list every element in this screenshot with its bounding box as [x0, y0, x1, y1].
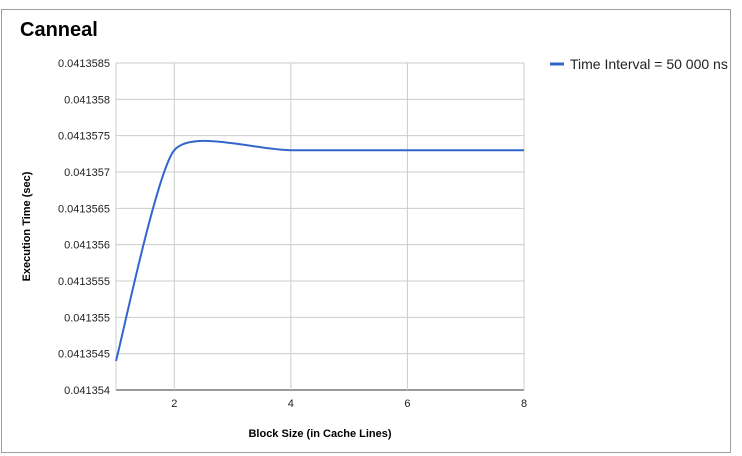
y-tick-label: 0.041354 [64, 385, 110, 397]
y-tick-label: 0.0413545 [58, 349, 110, 361]
x-axis-title: Block Size (in Cache Lines) [248, 428, 391, 440]
x-tick-label: 4 [288, 398, 294, 410]
x-axis-ticks: 2 4 6 8 [171, 398, 527, 410]
y-tick-label: 0.041358 [64, 94, 110, 106]
y-tick-label: 0.041357 [64, 167, 110, 179]
y-axis-ticks: 0.0413585 0.041358 0.0413575 0.041357 0.0413… [58, 58, 110, 397]
legend: Time Interval = 50 000 ns [550, 56, 728, 72]
x-tick-label: 2 [171, 398, 177, 410]
y-axis-title: Execution Time (sec) [21, 171, 33, 281]
chart-frame [1, 9, 731, 453]
x-tick-label: 8 [521, 398, 527, 410]
series-lines [115, 139, 524, 362]
y-tick-label: 0.041355 [64, 312, 110, 324]
chart-title: Canneal [20, 19, 98, 41]
y-tick-label: 0.0413575 [58, 131, 110, 143]
y-tick-label: 0.0413565 [58, 203, 110, 215]
x-tick-label: 6 [404, 398, 410, 410]
y-tick-label: 0.0413585 [58, 58, 110, 70]
legend-label: Time Interval = 50 000 ns [570, 56, 728, 72]
y-tick-label: 0.0413555 [58, 276, 110, 288]
grid-lines [115, 62, 525, 391]
series-line [115, 139, 524, 362]
y-tick-label: 0.041356 [64, 240, 110, 252]
